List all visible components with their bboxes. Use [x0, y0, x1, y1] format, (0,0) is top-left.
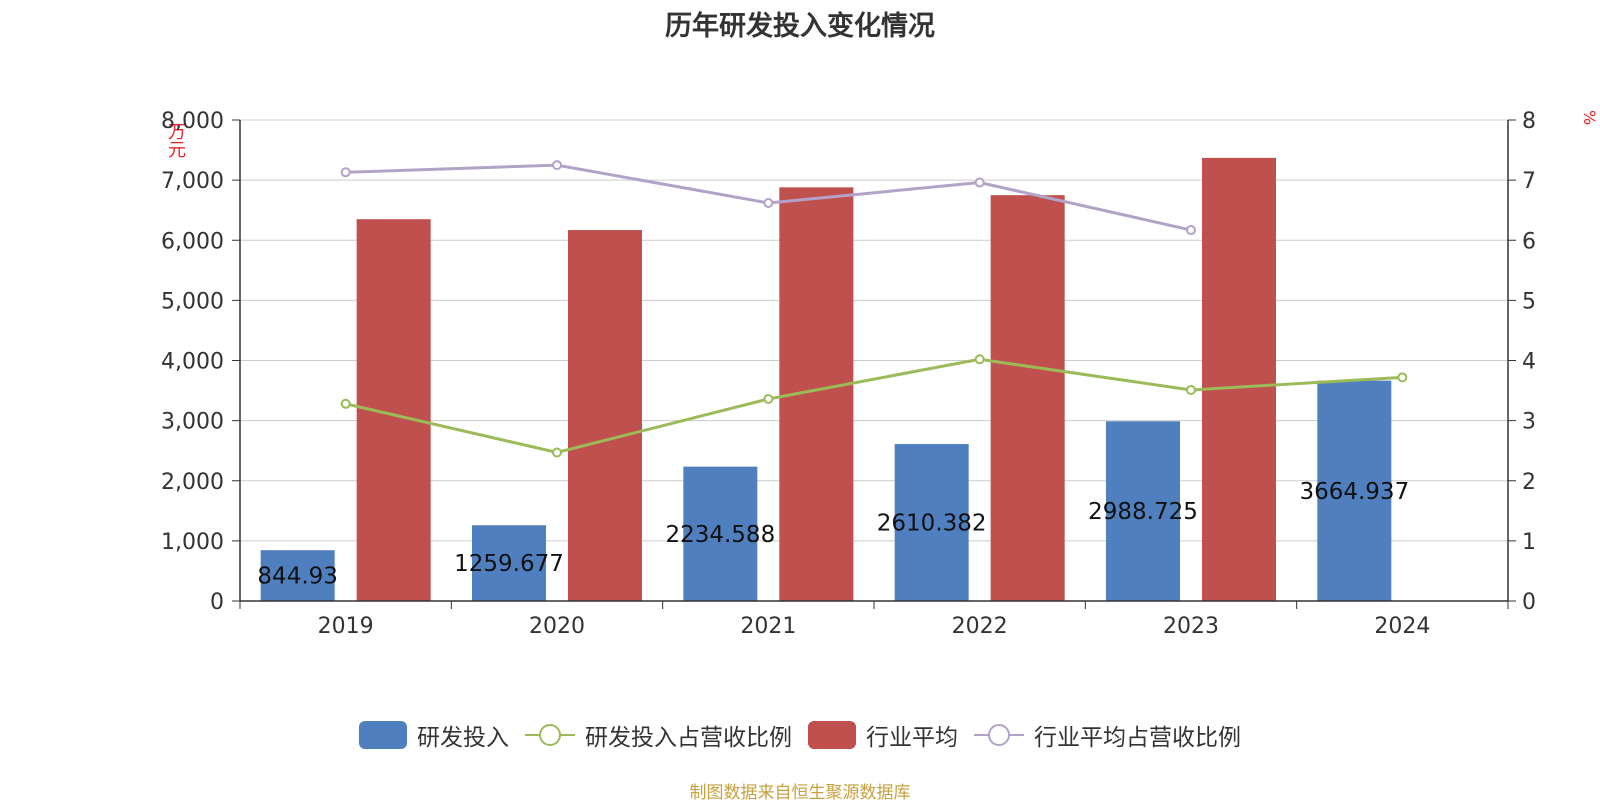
- y-left-tick-label: 6,000: [161, 229, 224, 254]
- source-note: 制图数据来自恒生聚源数据库: [689, 783, 911, 803]
- legend-label: 行业平均占营收比例: [1034, 725, 1241, 751]
- right-axis-unit: %: [1580, 110, 1599, 126]
- legend-swatch-bar-blue: [359, 721, 407, 749]
- data-label: 2234.588: [665, 522, 775, 548]
- y-right-tick-label: 8: [1522, 109, 1536, 134]
- data-label: 3664.937: [1299, 479, 1409, 505]
- data-label: 1259.677: [454, 551, 564, 577]
- y-right-tick-label: 3: [1522, 410, 1536, 435]
- legend-label: 研发投入: [417, 725, 509, 751]
- point-rd-ratio: [552, 447, 562, 458]
- legend-label: 研发投入占营收比例: [585, 725, 792, 751]
- y-left-tick-label: 2,000: [161, 470, 224, 495]
- legend-label: 行业平均: [866, 725, 958, 751]
- legend: 研发投入 研发投入占营收比例 行业平均 行业平均占营收比例: [0, 718, 1600, 752]
- point-industry-ratio: [340, 167, 351, 178]
- legend-swatch-line-green: [525, 724, 575, 746]
- bar-rd-investment: [1317, 380, 1392, 601]
- point-rd-ratio: [1397, 372, 1408, 383]
- point-rd-ratio: [1186, 384, 1196, 395]
- bar-rd-investment: [472, 525, 546, 601]
- y-right-tick-label: 5: [1522, 289, 1536, 314]
- point-rd-ratio: [974, 354, 985, 365]
- y-left-tick-label: 8,000: [161, 109, 224, 134]
- bar-industry-average: [1202, 157, 1276, 601]
- bar-rd-investment: [1106, 421, 1180, 601]
- point-industry-ratio: [552, 160, 562, 171]
- data-label: 2988.725: [1088, 499, 1198, 525]
- y-right-tick-label: 4: [1522, 350, 1536, 375]
- point-industry-ratio: [1186, 225, 1196, 236]
- y-left-tick-label: 1,000: [161, 530, 224, 555]
- chart-title: 历年研发投入变化情况: [665, 11, 935, 42]
- bar-rd-investment: [894, 444, 969, 601]
- legend-swatch-bar-red: [808, 721, 856, 749]
- x-tick-label: 2020: [529, 614, 585, 639]
- line-rd-ratio: [345, 357, 1403, 455]
- x-tick-label: 2024: [1374, 614, 1430, 639]
- x-tick-label: 2023: [1163, 614, 1219, 639]
- y-left-tick-label: 7,000: [161, 169, 224, 194]
- bar-rd-investment: [683, 466, 758, 601]
- x-tick-label: 2021: [740, 614, 796, 639]
- y-left-tick-label: 4,000: [161, 350, 224, 375]
- data-label: 844.93: [257, 564, 337, 590]
- legend-item-industry-average[interactable]: 行业平均: [808, 718, 958, 752]
- y-left-tick-label: 3,000: [161, 410, 224, 435]
- bar-industry-average: [568, 230, 642, 601]
- legend-item-industry-ratio[interactable]: 行业平均占营收比例: [974, 718, 1241, 752]
- legend-item-rd-investment[interactable]: 研发投入: [359, 718, 509, 752]
- y-right-tick-label: 2: [1522, 470, 1536, 495]
- left-axis-unit: 万元: [165, 122, 186, 158]
- y-right-tick-label: 6: [1522, 229, 1536, 254]
- data-label: 2610.382: [877, 511, 987, 537]
- y-left-tick-label: 5,000: [161, 289, 224, 314]
- x-tick-label: 2019: [318, 614, 374, 639]
- bar-rd-investment: [260, 550, 335, 601]
- point-industry-ratio: [763, 197, 774, 208]
- y-right-tick-label: 1: [1522, 530, 1536, 555]
- point-industry-ratio: [974, 177, 985, 188]
- legend-item-rd-ratio[interactable]: 研发投入占营收比例: [525, 718, 792, 752]
- point-rd-ratio: [340, 398, 351, 409]
- point-rd-ratio: [763, 393, 774, 404]
- x-tick-label: 2022: [952, 614, 1008, 639]
- bar-industry-average: [990, 195, 1065, 601]
- y-left-tick-label: 0: [210, 590, 224, 615]
- y-right-tick-label: 7: [1522, 169, 1536, 194]
- y-right-tick-label: 0: [1522, 590, 1536, 615]
- legend-swatch-line-purple: [974, 724, 1024, 746]
